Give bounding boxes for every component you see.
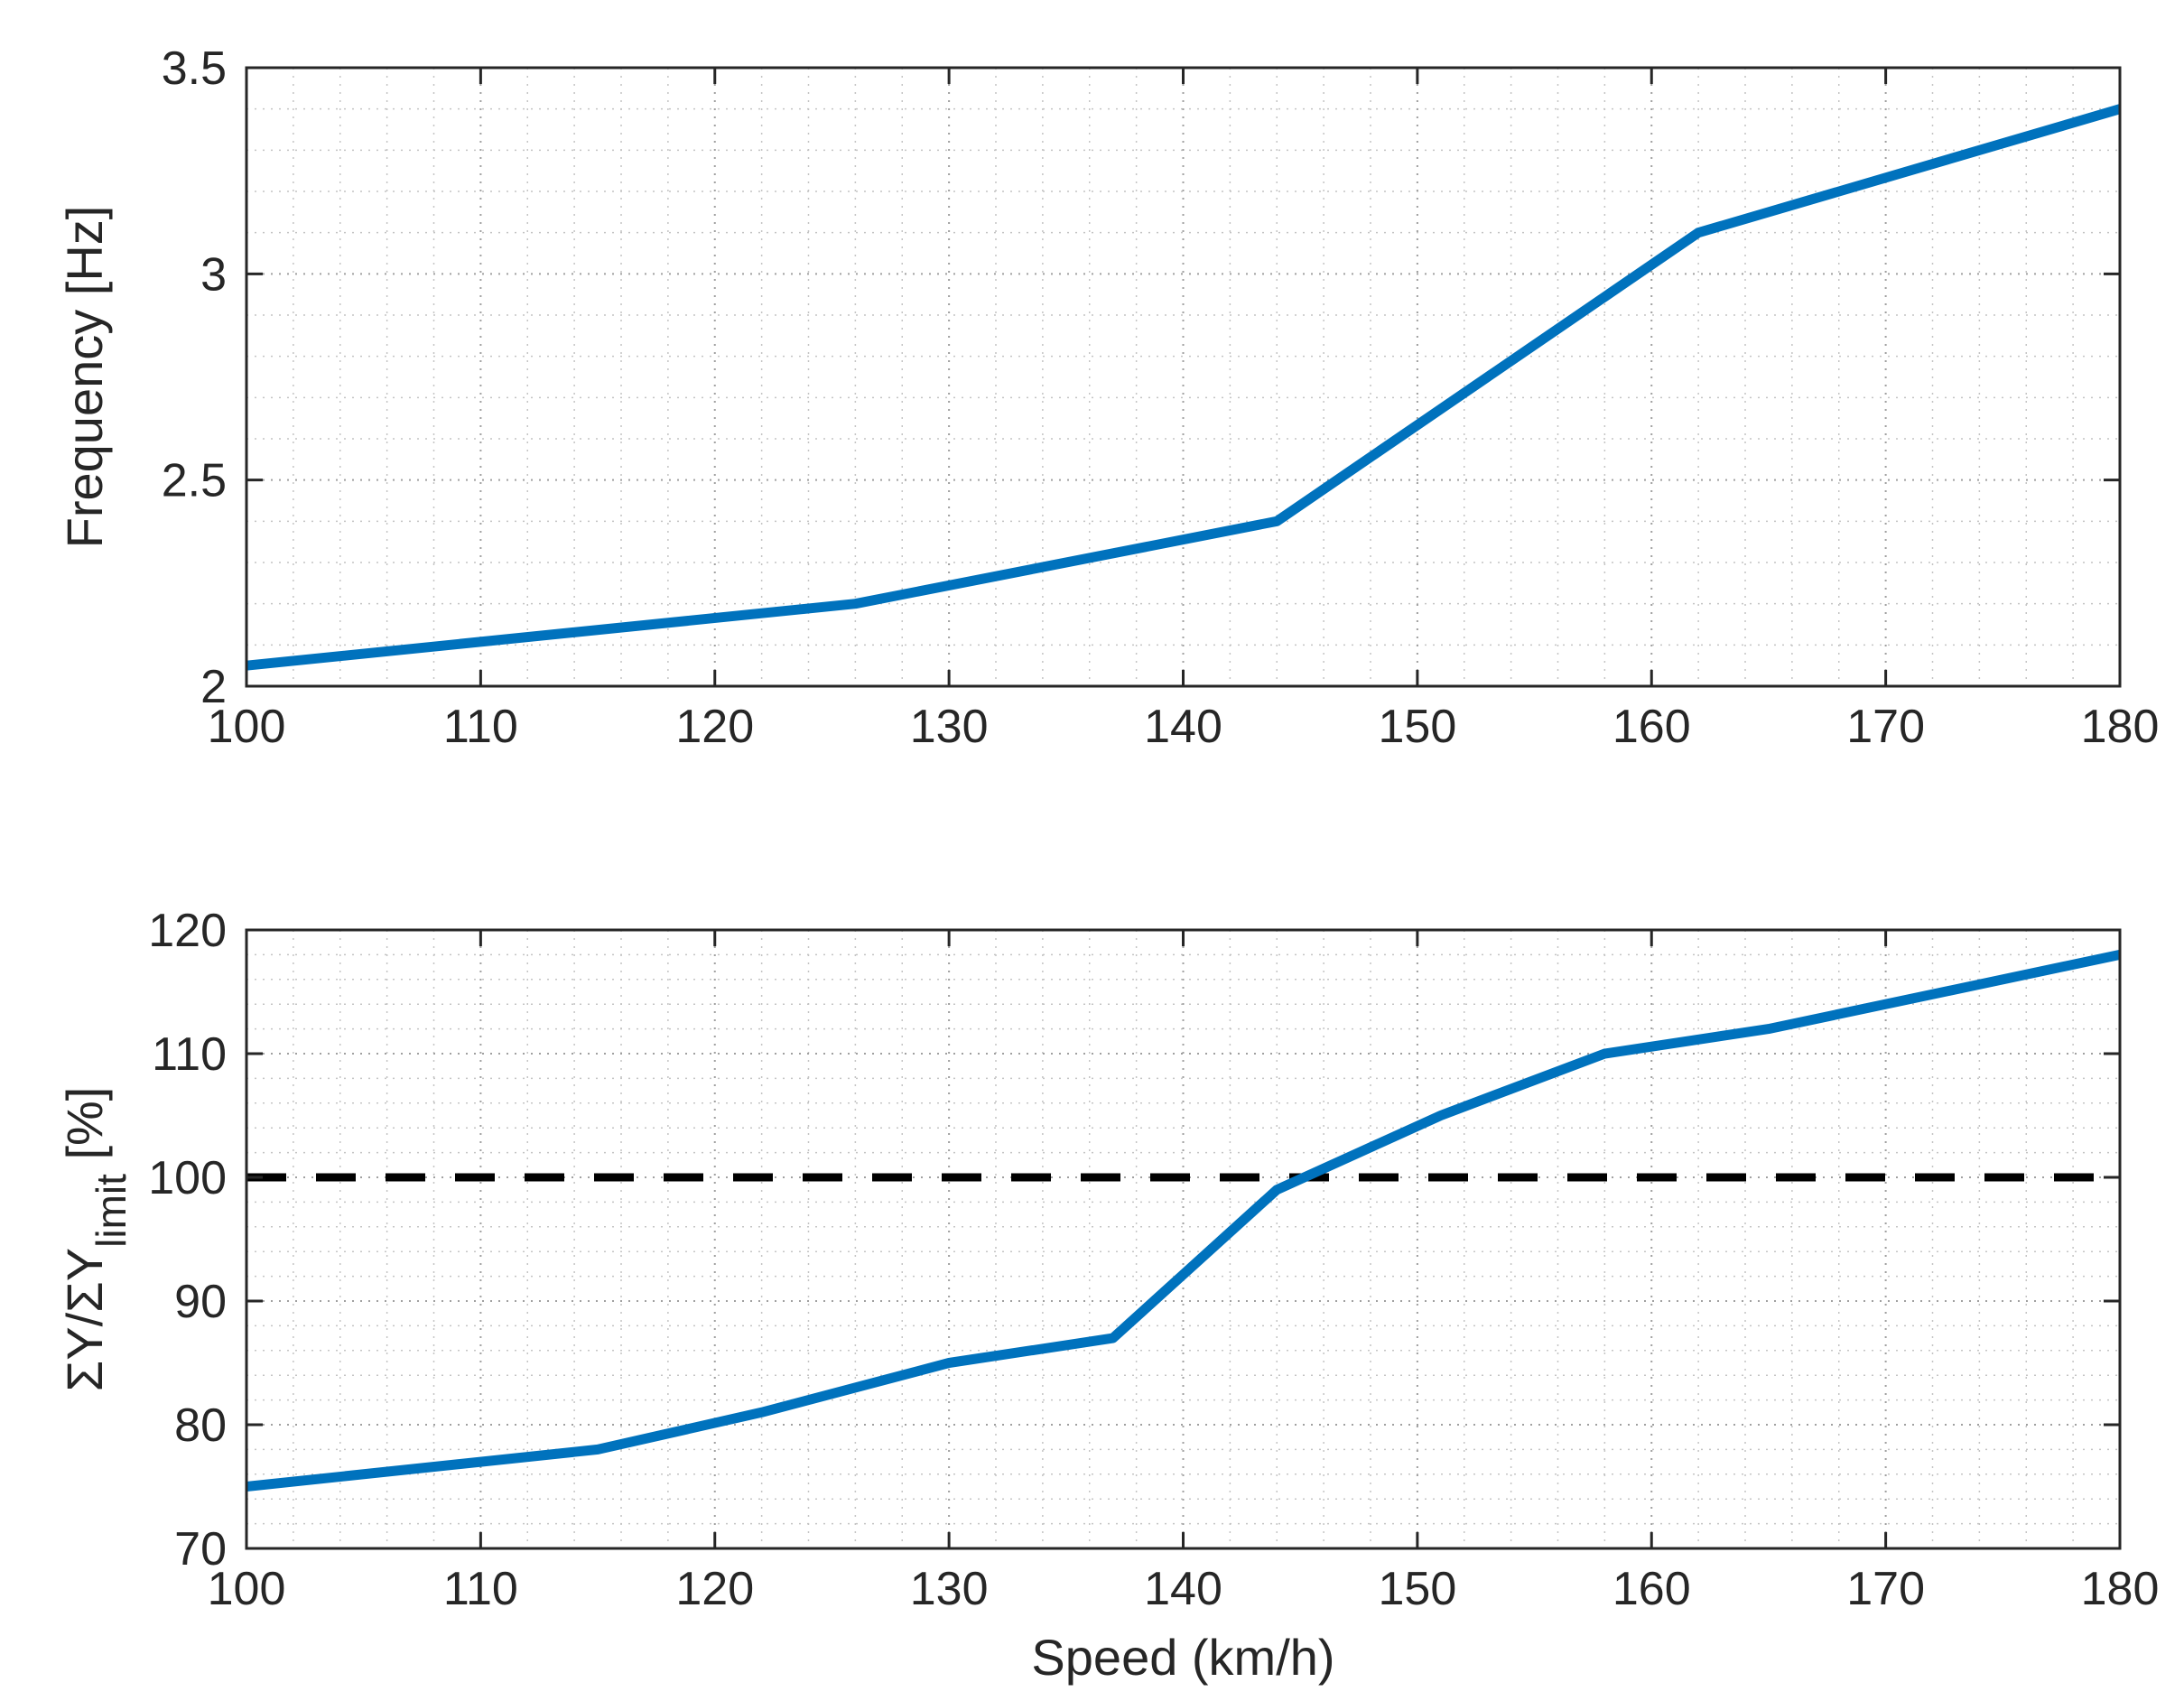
y-tick-label: 3.5 xyxy=(162,42,227,95)
x-axis-label: Speed (km/h) xyxy=(1031,1629,1334,1686)
x-tick-label: 180 xyxy=(2081,1563,2160,1615)
y-tick-label: 2 xyxy=(200,661,227,713)
x-tick-label: 160 xyxy=(1612,701,1691,753)
x-tick-label: 120 xyxy=(675,701,754,753)
sumy-ratio-plot: 100 110 120 130 140 150 160 170 180 70 80 90 100 110 1… xyxy=(56,905,2159,1686)
x-tick-label: 170 xyxy=(1846,701,1925,753)
y-tick-label: 70 xyxy=(174,1523,227,1576)
x-tick-label: 180 xyxy=(2081,701,2160,753)
y-axis-label-subscript: limit xyxy=(88,1174,135,1248)
y-tick-label: 90 xyxy=(174,1276,227,1328)
x-tick-label: 150 xyxy=(1378,701,1456,753)
x-tick-label: 130 xyxy=(910,701,989,753)
x-tick-label: 120 xyxy=(675,1563,754,1615)
y-tick-label: 110 xyxy=(152,1028,227,1081)
x-tick-label: 100 xyxy=(208,701,286,753)
x-tick-label: 130 xyxy=(910,1563,989,1615)
y-tick-label: 120 xyxy=(148,905,227,957)
x-tick-label: 140 xyxy=(1144,1563,1222,1615)
x-tick-label: 160 xyxy=(1612,1563,1691,1615)
x-tick-label: 110 xyxy=(443,1563,518,1615)
x-tick-label: 100 xyxy=(208,1563,286,1615)
y-tick-label: 3 xyxy=(200,248,227,301)
y-tick-label: 100 xyxy=(148,1152,227,1204)
y-tick-label: 80 xyxy=(174,1399,227,1452)
x-tick-label: 150 xyxy=(1378,1563,1456,1615)
y-tick-label: 2.5 xyxy=(162,455,227,507)
y-axis-label-unit: [%] xyxy=(56,1087,113,1174)
y-axis-label: ΣY/ΣYlimit [%] xyxy=(56,1087,135,1392)
frequency-plot: 100 110 120 130 140 150 160 170 180 2 2.5 3 3.5 Frequ… xyxy=(56,42,2159,753)
y-axis-label: Frequency [Hz] xyxy=(56,206,113,549)
x-tick-label: 170 xyxy=(1846,1563,1925,1615)
x-tick-label: 140 xyxy=(1144,701,1222,753)
data-series-line xyxy=(246,104,2122,671)
data-series-line xyxy=(246,950,2122,1492)
x-tick-label: 110 xyxy=(443,701,518,753)
